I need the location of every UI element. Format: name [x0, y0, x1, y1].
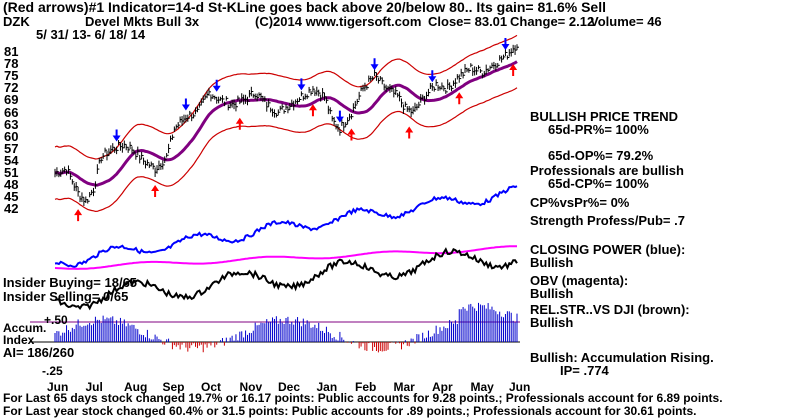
accumulation-status: Bullish: Accumulation Rising.	[530, 350, 714, 365]
professionals-status: Professionals are bullish	[530, 163, 684, 178]
strength-ratio: Strength Profess/Pub= .7	[530, 213, 685, 228]
sell-arrow	[370, 58, 379, 71]
x-tick-label: Oct	[201, 380, 222, 394]
op-value: 65d-OP%= 79.2%	[548, 148, 654, 163]
sell-arrow	[297, 78, 306, 91]
relstr-label: REL.STR..VS DJI (brown):	[530, 302, 690, 317]
y-tick-label: 57	[4, 140, 19, 156]
y-tick-label: 81	[4, 44, 19, 59]
relative-strength-line	[54, 247, 518, 311]
x-tick-label: Jun	[509, 380, 531, 394]
sell-arrow	[112, 129, 121, 142]
buy-arrow	[509, 63, 518, 76]
change-value: Change= 2.12	[510, 14, 595, 29]
x-tick-label: Jan	[316, 380, 338, 394]
closing-power-path	[54, 185, 518, 268]
x-tick-label: Dec	[278, 380, 301, 394]
cp-vs-pr: CP%vsPr%= 0%	[530, 195, 630, 210]
y-tick-label: 63	[4, 116, 19, 132]
x-tick-label: Feb	[355, 380, 377, 394]
price-bands	[54, 34, 518, 213]
buy-arrow	[405, 126, 414, 139]
volume-value: Volume= 46	[590, 14, 662, 29]
signal-header: (Red arrows)#1 Indicator=14-d St-KLine g…	[3, 0, 606, 15]
close-value: Close= 83.01	[428, 14, 508, 29]
pr-value: 65d-PR%= 100%	[548, 122, 649, 137]
footer-year: For Last year stock changed 60.4% or 31.…	[3, 404, 697, 418]
x-tick-label: Jun	[47, 380, 69, 394]
moving-average-line	[54, 60, 518, 187]
relstr-status: Bullish	[530, 315, 574, 330]
x-tick-label: Aug	[124, 380, 148, 394]
y-tick-label: 51	[4, 165, 19, 180]
signal-arrows	[74, 38, 518, 222]
y-tick-label: 72	[4, 80, 19, 96]
sell-arrow	[428, 70, 437, 83]
x-tick-label: Mar	[393, 380, 415, 394]
trend-title: BULLISH PRICE TREND	[530, 109, 679, 124]
copyright: (C)2014 www.tigersoft.com	[255, 14, 422, 29]
obv-line	[54, 245, 517, 270]
accumulation-index	[30, 302, 520, 353]
upper-band	[54, 34, 518, 160]
sell-arrow	[335, 110, 344, 123]
sell-arrow	[501, 38, 510, 51]
ai-value: AI= 186/260	[3, 345, 75, 360]
y-tick-label: 60	[4, 128, 19, 144]
y-tick-label: 78	[4, 56, 19, 72]
closing-power-label: CLOSING POWER (blue):	[530, 242, 686, 257]
x-tick-label: Apr	[432, 380, 453, 394]
fund-name: Devel Mkts Bull 3x	[85, 14, 200, 29]
y-tick-label: 75	[4, 68, 19, 84]
buy-arrow	[235, 117, 244, 130]
insider-selling: Insider Selling= 0/65	[3, 289, 129, 304]
y-tick-label: 42	[4, 201, 19, 217]
x-tick-label: May	[470, 380, 494, 394]
buy-arrow	[455, 92, 464, 105]
buy-arrow	[74, 209, 83, 222]
closing-power-line	[54, 185, 518, 268]
ticker: DZK	[3, 14, 30, 29]
relstr-path	[54, 247, 518, 311]
sell-arrow	[181, 98, 190, 111]
lower-band	[54, 87, 518, 213]
ip-value: IP= .774	[560, 363, 609, 378]
insider-buying: Insider Buying= 18/65	[3, 275, 138, 290]
x-tick-label: Jul	[85, 380, 103, 394]
obv-status: Bullish	[530, 286, 574, 301]
ai-plus-label: +.50	[44, 313, 68, 327]
accum-index-label: Accum. Index	[3, 321, 47, 347]
obv-label: OBV (magenta):	[530, 273, 629, 288]
x-tick-label: Nov	[239, 380, 263, 394]
footer-65day: For Last 65 days stock changed 19.7% or …	[3, 391, 723, 405]
y-tick-label: 45	[4, 189, 19, 205]
date-range: 5/ 31/ 13- 6/ 18/ 14	[36, 27, 146, 42]
y-tick-label: 48	[4, 177, 19, 193]
moving-average	[54, 60, 518, 187]
ai-minus-label: -.25	[42, 364, 63, 378]
closing-power-status: Bullish	[530, 255, 574, 270]
sell-arrow	[212, 79, 221, 92]
buy-arrow	[308, 104, 317, 117]
buy-arrow	[151, 184, 160, 197]
buy-arrow	[347, 128, 356, 141]
price-bars	[54, 44, 519, 206]
y-tick-label: 69	[4, 92, 19, 108]
cp-value: 65d-CP%= 100%	[548, 176, 649, 191]
x-tick-label: Sep	[162, 380, 185, 394]
y-tick-label: 66	[4, 104, 19, 120]
y-tick-label: 54	[4, 152, 19, 168]
obv-path	[54, 245, 517, 270]
